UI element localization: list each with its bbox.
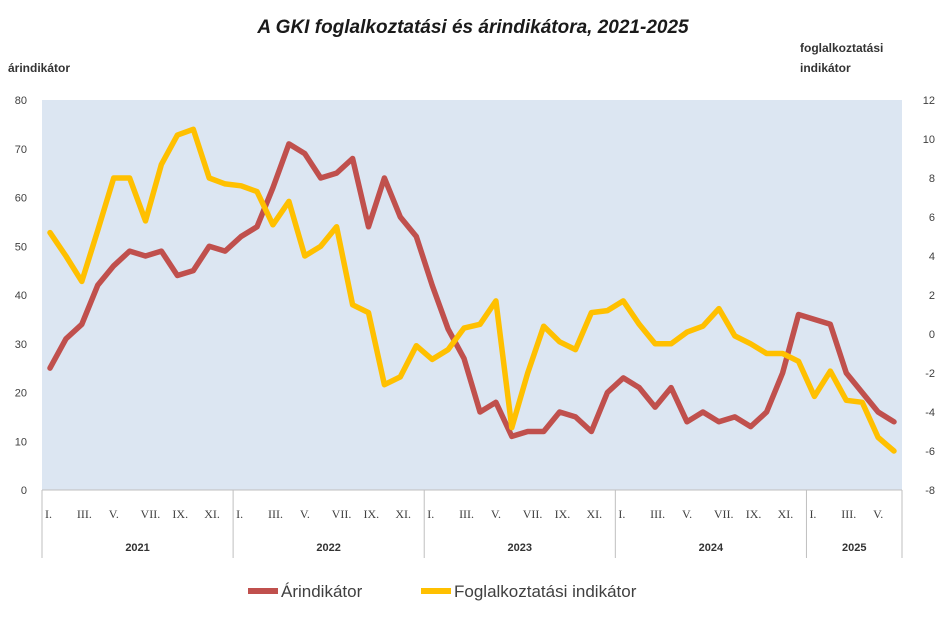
month-label: VII. — [714, 507, 734, 521]
month-label: V. — [682, 507, 692, 521]
year-label: 2024 — [699, 542, 724, 554]
left-tick-label: 80 — [15, 95, 27, 107]
legend: Árindikátor Foglalkoztatási indikátor — [248, 582, 637, 601]
right-tick-label: -8 — [925, 485, 935, 497]
chart-title: A GKI foglalkoztatási és árindikátora, 2… — [256, 17, 689, 38]
series-line-arindikator — [47, 141, 897, 440]
year-label: 2021 — [125, 542, 149, 554]
month-label: XI. — [395, 507, 411, 521]
left-tick-label: 0 — [21, 485, 27, 497]
month-label: III. — [841, 507, 856, 521]
month-label: V. — [109, 507, 119, 521]
left-tick-label: 70 — [15, 144, 27, 156]
month-label: V. — [491, 507, 501, 521]
month-label: XI. — [586, 507, 602, 521]
left-tick-label: 60 — [15, 193, 27, 205]
month-label: I. — [427, 507, 434, 521]
series-line-foglalkoztatasi — [47, 126, 897, 454]
month-label: I. — [236, 507, 243, 521]
month-label: V. — [873, 507, 883, 521]
month-label: IX. — [172, 507, 188, 521]
month-label: VII. — [523, 507, 543, 521]
right-tick-label: -4 — [925, 407, 935, 419]
right-tick-label: 10 — [923, 134, 935, 146]
month-label: I. — [618, 507, 625, 521]
right-tick-label: -2 — [925, 368, 935, 380]
month-label: IX. — [746, 507, 762, 521]
right-tick-label: 2 — [929, 290, 935, 302]
right-tick-label: 12 — [923, 95, 935, 107]
left-tick-label: 40 — [15, 290, 27, 302]
left-tick-label: 50 — [15, 241, 27, 253]
month-label: III. — [650, 507, 665, 521]
month-label: III. — [459, 507, 474, 521]
left-tick-label: 30 — [15, 339, 27, 351]
month-label: XI. — [778, 507, 794, 521]
month-label: I. — [809, 507, 816, 521]
plot-area — [42, 100, 902, 490]
legend-label-arindikator: Árindikátor — [281, 582, 363, 601]
right-tick-label: 8 — [929, 173, 935, 185]
month-label: VII. — [141, 507, 161, 521]
year-label: 2022 — [316, 542, 340, 554]
left-axis-title: árindikátor — [8, 61, 70, 75]
month-label: VII. — [332, 507, 352, 521]
legend-label-foglalkoztatasi: Foglalkoztatási indikátor — [454, 582, 637, 601]
right-tick-label: 4 — [929, 251, 935, 263]
month-label: III. — [268, 507, 283, 521]
month-label: XI. — [204, 507, 220, 521]
month-label: V. — [300, 507, 310, 521]
right-tick-label: 0 — [929, 329, 935, 341]
month-label: IX. — [364, 507, 380, 521]
month-label: I. — [45, 507, 52, 521]
right-axis-ticks: -8 -6 -4 -2 0 2 4 6 8 10 12 — [923, 95, 935, 497]
left-axis-ticks: 0 10 20 30 40 50 60 70 80 — [15, 95, 27, 497]
year-label: 2025 — [842, 542, 866, 554]
right-tick-label: 6 — [929, 212, 935, 224]
month-label: IX. — [555, 507, 571, 521]
left-tick-label: 10 — [15, 436, 27, 448]
year-label: 2023 — [508, 542, 532, 554]
right-axis-title-line-1: foglalkoztatási — [800, 41, 883, 55]
month-label: III. — [77, 507, 92, 521]
right-axis-title-line-2: indikátor — [800, 61, 851, 75]
left-tick-label: 20 — [15, 388, 27, 400]
right-tick-label: -6 — [925, 446, 935, 458]
x-axis: I. III. V. VII. IX. XI. 2021 I. III. V. VII. IX. XI.… — [41, 489, 903, 558]
series-layer — [47, 126, 897, 454]
